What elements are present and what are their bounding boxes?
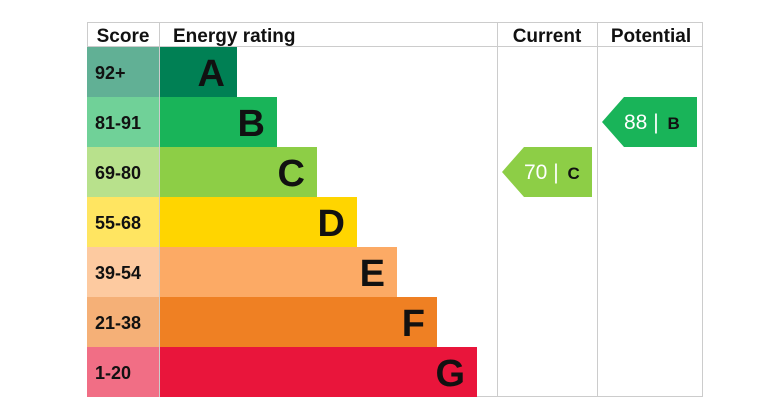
potential-value: 88 <box>624 111 647 134</box>
header-row: Score Energy rating Current Potential <box>97 26 692 47</box>
current-letter: C <box>567 164 579 183</box>
rating-arrows: 70 | C 88 | B <box>502 97 697 197</box>
score-cell-e <box>87 247 159 297</box>
score-label-f: 21-38 <box>95 313 141 333</box>
current-arrow: 70 | C <box>502 147 592 197</box>
rating-bar-g <box>160 347 477 397</box>
score-cell-a <box>87 47 159 97</box>
rating-bar-b <box>160 97 277 147</box>
energy-rating-header: Energy rating <box>173 26 295 47</box>
score-label-d: 55-68 <box>95 213 141 233</box>
rating-bar-a <box>160 47 237 97</box>
rating-letter-e: E <box>360 253 385 295</box>
score-label-a: 92+ <box>95 63 126 83</box>
potential-arrow-shape <box>602 97 697 147</box>
potential-rating-text: 88 | B <box>624 111 680 134</box>
score-cell-g <box>87 347 159 397</box>
score-cell-b <box>87 97 159 147</box>
score-cell-d <box>87 197 159 247</box>
potential-header: Potential <box>611 26 691 47</box>
potential-letter: B <box>667 114 679 133</box>
current-arrow-shape <box>502 147 592 197</box>
potential-arrow: 88 | B <box>602 97 697 147</box>
rating-bar-d <box>160 197 357 247</box>
rating-letter-d: D <box>318 203 345 245</box>
rating-bar-e <box>160 247 397 297</box>
current-rating-text: 70 | C <box>524 161 580 184</box>
current-separator: | <box>547 161 564 184</box>
potential-separator: | <box>647 111 664 134</box>
score-label-c: 69-80 <box>95 163 141 183</box>
rating-letter-c: C <box>278 153 305 195</box>
score-cell-c <box>87 147 159 197</box>
current-value: 70 <box>524 161 547 184</box>
rating-letter-f: F <box>402 303 425 345</box>
rating-letter-b: B <box>238 103 265 145</box>
rating-letter-g: G <box>435 353 465 395</box>
score-label-g: 1-20 <box>95 363 131 383</box>
current-header: Current <box>513 26 582 47</box>
rating-letter-a: A <box>198 53 225 95</box>
score-header: Score <box>97 26 150 47</box>
rating-bands: 92+ A 81-91 B 69-80 C 55-68 D 39-54 E 21-38 F 1-20 G <box>87 47 477 397</box>
rating-bar-f <box>160 297 437 347</box>
rating-bar-c <box>160 147 317 197</box>
score-label-e: 39-54 <box>95 263 141 283</box>
score-label-b: 81-91 <box>95 113 141 133</box>
score-cell-f <box>87 297 159 347</box>
